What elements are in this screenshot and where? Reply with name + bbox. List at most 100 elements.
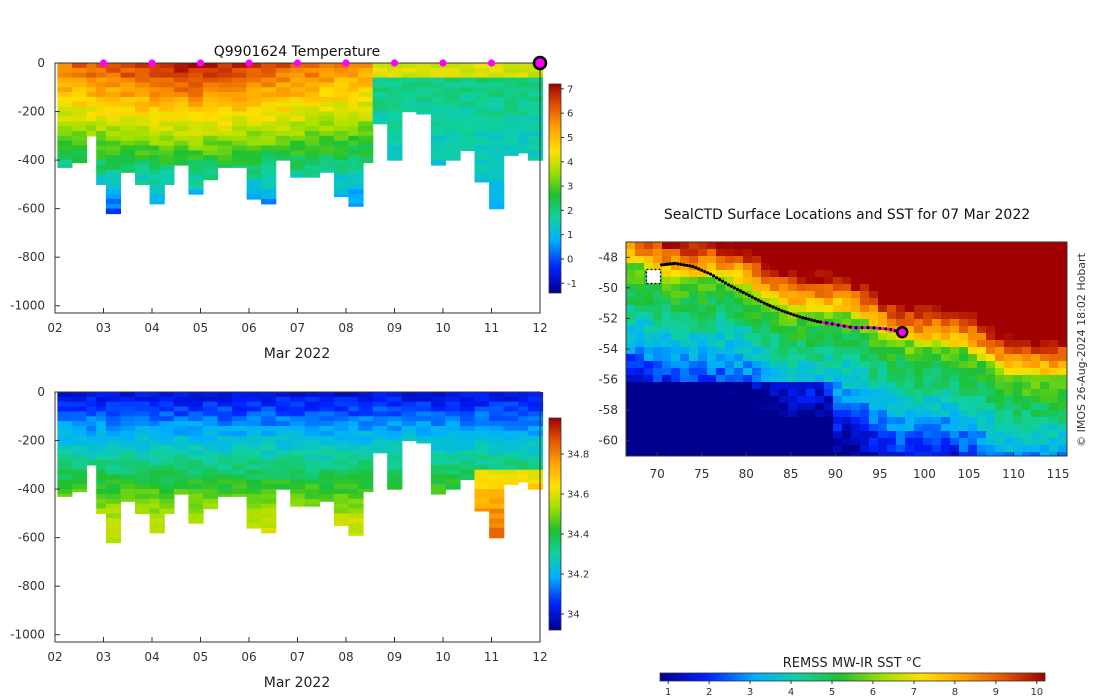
salinity-cell bbox=[503, 479, 519, 485]
sst-cell bbox=[1013, 298, 1023, 306]
temperature-cell bbox=[275, 150, 291, 156]
sst-cell bbox=[869, 396, 879, 404]
temperature-cell bbox=[188, 131, 204, 137]
sst-cell bbox=[815, 445, 825, 453]
salinity-cell bbox=[358, 450, 374, 456]
salinity-cell bbox=[246, 474, 262, 480]
sst-cell bbox=[914, 340, 924, 348]
temperature-cell bbox=[246, 77, 262, 84]
sst-cell bbox=[860, 396, 870, 404]
salinity-cell bbox=[503, 469, 519, 476]
temperature-cell bbox=[503, 111, 519, 117]
temperature-cell bbox=[304, 150, 320, 156]
temperature-cell bbox=[348, 140, 364, 147]
sst-cell bbox=[878, 333, 888, 341]
salinity-cell bbox=[333, 392, 350, 398]
temperature-cell bbox=[159, 106, 175, 113]
temperature-cell bbox=[489, 101, 505, 108]
track-point bbox=[860, 326, 864, 330]
salinity-cell bbox=[401, 416, 417, 422]
temperature-cell bbox=[86, 121, 102, 127]
salinity-cell bbox=[430, 455, 447, 461]
sst-cell bbox=[896, 368, 906, 376]
sst-cell bbox=[869, 277, 879, 285]
x-tick-label: 02 bbox=[47, 650, 62, 664]
salinity-cell bbox=[319, 460, 335, 466]
temperature-cell bbox=[358, 67, 374, 74]
temperature-cell bbox=[217, 72, 233, 79]
temperature-cell bbox=[246, 111, 262, 117]
sst-cell bbox=[968, 452, 978, 457]
salinity-cell bbox=[202, 474, 219, 480]
salinity-cell bbox=[217, 489, 233, 495]
sst-cell bbox=[950, 340, 960, 348]
sst-cell bbox=[806, 382, 816, 390]
sst-cell bbox=[869, 298, 879, 306]
sst-cells bbox=[626, 242, 1068, 457]
temperature-cell bbox=[232, 164, 248, 168]
salinity-cell bbox=[290, 416, 306, 422]
temperature-cell bbox=[86, 67, 102, 74]
temperature-cell bbox=[96, 135, 112, 142]
temperature-cell bbox=[474, 174, 490, 181]
sst-cell bbox=[689, 326, 699, 334]
sst-cell bbox=[1004, 305, 1014, 313]
temperature-cell bbox=[333, 164, 350, 171]
sst-cell bbox=[878, 347, 888, 355]
sst-cell bbox=[842, 431, 852, 439]
temperature-cell bbox=[430, 67, 447, 74]
salinity-cell bbox=[387, 460, 403, 466]
sst-cell bbox=[797, 305, 807, 313]
temperature-cell bbox=[135, 101, 151, 108]
sst-cell bbox=[779, 319, 789, 327]
sst-cell bbox=[779, 368, 789, 376]
sst-cell bbox=[914, 256, 924, 264]
y-tick-label: -800 bbox=[18, 579, 45, 593]
salinity-cell bbox=[333, 455, 350, 461]
salinity-cell bbox=[96, 392, 112, 398]
sst-cell bbox=[1049, 326, 1059, 334]
sst-cell bbox=[896, 445, 906, 453]
salinity-cell bbox=[57, 416, 73, 422]
sst-cell bbox=[842, 270, 852, 278]
salinity-cell bbox=[173, 460, 189, 466]
sst-cell bbox=[779, 263, 789, 271]
temperature-cell bbox=[445, 140, 461, 147]
salinity-cell bbox=[474, 450, 490, 456]
temperature-cell bbox=[348, 87, 364, 93]
temperature-cell bbox=[149, 140, 165, 147]
temperature-cell bbox=[290, 150, 306, 156]
sst-cell bbox=[1049, 438, 1059, 446]
track-point bbox=[774, 306, 778, 310]
temperature-cell bbox=[445, 145, 461, 151]
sst-cell bbox=[851, 417, 861, 425]
temperature-cell bbox=[372, 67, 388, 74]
temperature-cell bbox=[149, 145, 165, 151]
temperature-cell bbox=[135, 126, 151, 132]
salinity-cell bbox=[261, 416, 277, 422]
sst-cell bbox=[941, 340, 951, 348]
sst-cell bbox=[680, 438, 690, 446]
sst-cell bbox=[707, 333, 717, 341]
salinity-cell bbox=[430, 469, 447, 476]
salinity-cell bbox=[261, 527, 277, 534]
sst-cell bbox=[815, 424, 825, 432]
temperature-cell bbox=[372, 82, 388, 88]
temperature-cell bbox=[149, 116, 165, 122]
salinity-cell bbox=[188, 392, 204, 398]
salinity-cell bbox=[217, 493, 233, 497]
temperature-cell bbox=[445, 111, 461, 117]
temperature-cell bbox=[246, 160, 262, 166]
sst-cell bbox=[626, 438, 636, 446]
temperature-cell bbox=[261, 97, 277, 103]
salinity-cell bbox=[319, 435, 335, 442]
sst-cell bbox=[1031, 389, 1041, 397]
surface-marker bbox=[196, 59, 205, 67]
sst-cell bbox=[1040, 347, 1050, 355]
sst-colorbar-ticks: 1 2 3 4 5 6 7 8 9 10 bbox=[665, 681, 1043, 698]
salinity-cell bbox=[159, 406, 175, 413]
salinity-cell bbox=[120, 484, 136, 490]
salinity-cell bbox=[173, 406, 189, 413]
sst-cell bbox=[968, 340, 978, 348]
sst-cell bbox=[626, 375, 636, 383]
